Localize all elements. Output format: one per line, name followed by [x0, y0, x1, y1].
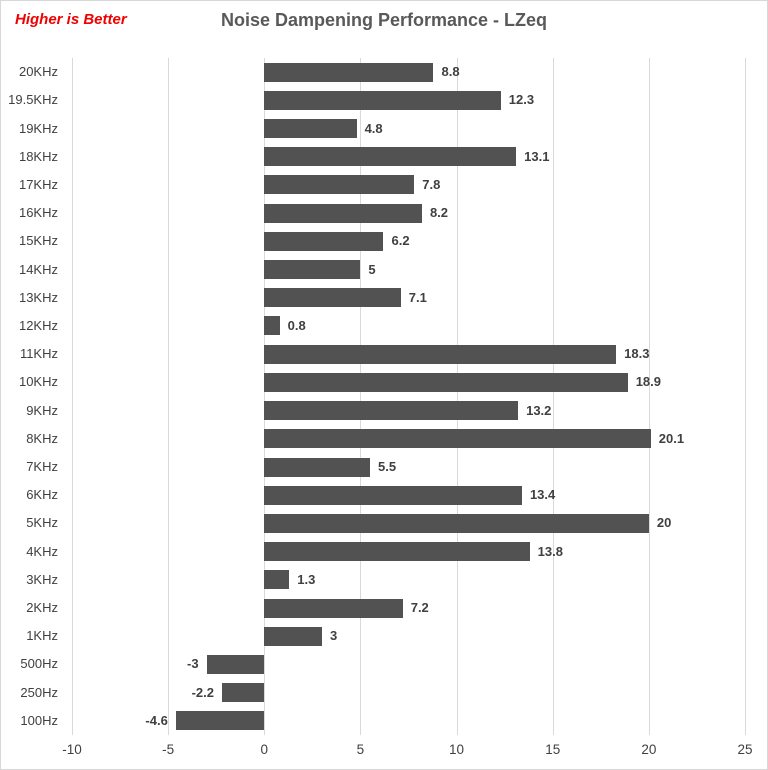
- category-label: 20KHz: [18, 64, 58, 80]
- x-tick-label: 20: [641, 742, 657, 757]
- category-label: 4KHz: [26, 543, 58, 559]
- category-label: 3KHz: [26, 571, 58, 587]
- value-label: -3: [187, 656, 199, 672]
- category-label: 17KHz: [18, 176, 58, 192]
- category-label: 100Hz: [20, 712, 58, 728]
- bar-3khz: [264, 570, 290, 590]
- value-label: -2.2: [191, 684, 214, 700]
- bar-19khz: [264, 119, 357, 139]
- bar-11khz: [264, 344, 617, 364]
- category-label: 16KHz: [18, 205, 58, 221]
- value-label: 8.2: [429, 205, 449, 221]
- value-label: 7.8: [422, 176, 441, 192]
- value-label: 8.8: [441, 64, 460, 80]
- gridline: [168, 58, 170, 735]
- category-label: 8KHz: [26, 430, 58, 446]
- value-label: 13.8: [537, 543, 563, 559]
- category-label: 12KHz: [18, 317, 58, 333]
- category-label: 250Hz: [20, 684, 58, 700]
- value-label: 5.5: [378, 459, 397, 475]
- category-label: 9KHz: [26, 402, 58, 418]
- value-label: 20: [656, 515, 672, 531]
- category-label: 18KHz: [18, 148, 58, 164]
- x-tick-label: 5: [356, 742, 365, 757]
- value-label: 7.2: [410, 600, 429, 616]
- bar-100hz: [175, 711, 265, 731]
- gridline: [552, 58, 554, 735]
- bar-17khz: [264, 175, 415, 195]
- bar-1khz: [264, 626, 322, 646]
- gridline: [72, 58, 73, 735]
- bar-18khz: [264, 147, 517, 167]
- bar-10khz: [264, 372, 628, 392]
- category-label: 10KHz: [18, 374, 58, 390]
- value-label: 20.1: [658, 430, 685, 446]
- value-label: 18.9: [635, 374, 662, 390]
- bar-500hz: [206, 654, 265, 674]
- value-label: 0.8: [287, 317, 306, 333]
- gridline: [648, 58, 650, 735]
- value-label: 13.1: [524, 148, 550, 164]
- value-label: 7.1: [408, 289, 427, 305]
- category-label: 19KHz: [18, 120, 58, 136]
- bar-5khz: [264, 513, 649, 533]
- category-label: 13KHz: [18, 289, 58, 305]
- category-label: 15KHz: [18, 233, 58, 249]
- value-label: 13.4: [529, 487, 556, 503]
- category-label: 500Hz: [20, 656, 58, 672]
- gridline: [745, 58, 746, 735]
- value-label: 5: [368, 261, 376, 277]
- value-label: 3: [329, 628, 338, 644]
- bar-250hz: [221, 683, 265, 703]
- bar-15khz: [264, 231, 384, 251]
- bar-8khz: [264, 429, 651, 449]
- value-label: 1.3: [297, 571, 316, 587]
- bar-9khz: [264, 401, 519, 421]
- bar-20khz: [264, 62, 434, 82]
- x-tick-label: -5: [162, 742, 175, 757]
- bar-14khz: [264, 260, 361, 280]
- category-label: 5KHz: [26, 515, 58, 531]
- value-label: 18.3: [624, 346, 650, 362]
- higher-is-better-note: Higher is Better: [15, 11, 127, 28]
- bar-7khz: [264, 457, 371, 477]
- value-label: 13.2: [526, 402, 552, 418]
- category-label: 6KHz: [26, 487, 58, 503]
- bar-2khz: [264, 598, 403, 618]
- gridline: [360, 58, 362, 735]
- chart-title: Noise Dampening Performance - LZeq: [220, 10, 548, 30]
- value-label: 4.8: [364, 120, 383, 136]
- x-tick-label: 15: [545, 742, 561, 757]
- value-label: 12.3: [508, 92, 535, 108]
- category-label: 7KHz: [26, 459, 58, 475]
- category-label: 19.5KHz: [8, 92, 58, 108]
- x-tick-label: 10: [449, 742, 465, 757]
- x-tick-label: -10: [62, 742, 82, 757]
- category-label: 14KHz: [18, 261, 58, 277]
- category-label: 1KHz: [26, 628, 58, 644]
- gridline: [264, 58, 266, 735]
- bar-13khz: [264, 288, 401, 308]
- category-label: 11KHz: [19, 346, 58, 362]
- category-label: 2KHz: [26, 600, 58, 616]
- bar-4khz: [264, 542, 530, 562]
- bar-16khz: [264, 203, 422, 223]
- x-tick-label: 25: [737, 742, 753, 757]
- value-label: 6.2: [391, 233, 410, 249]
- value-label: -4.6: [145, 712, 168, 728]
- bar-12khz: [264, 316, 280, 336]
- gridline: [456, 58, 458, 735]
- bar-6khz: [264, 485, 522, 505]
- x-tick-label: 0: [260, 742, 269, 757]
- bar-19.5khz: [264, 90, 501, 110]
